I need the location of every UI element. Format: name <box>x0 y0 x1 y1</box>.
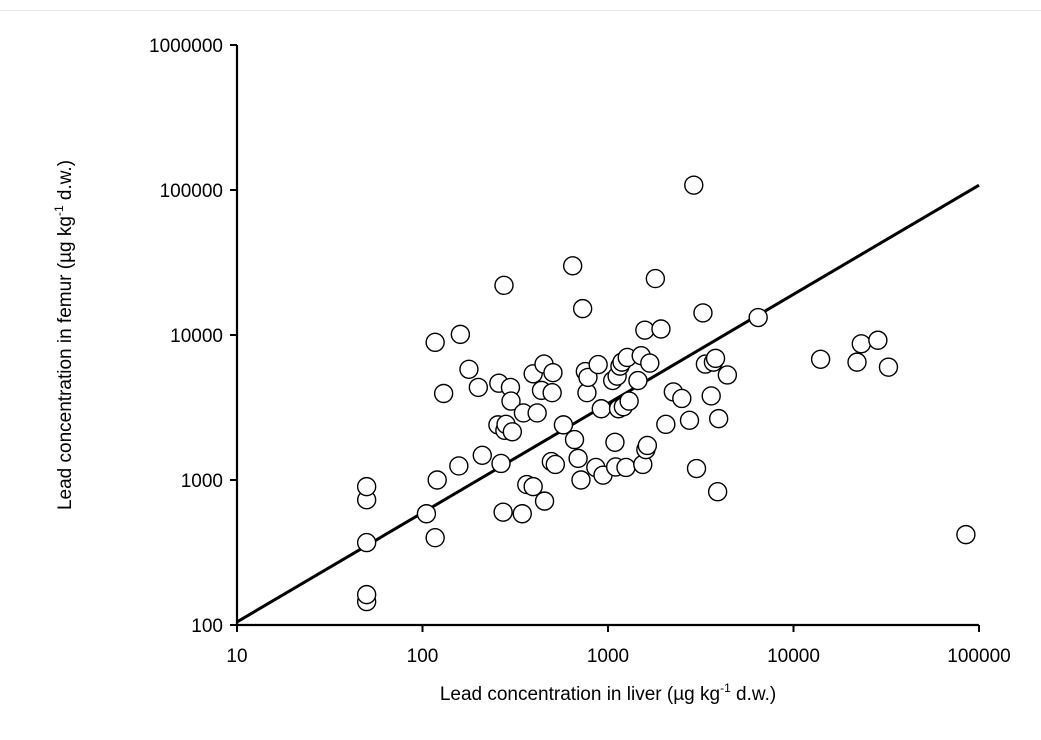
y-tick-label: 100 <box>191 616 223 637</box>
y-tick-label: 100000 <box>160 181 223 202</box>
data-point <box>628 370 648 391</box>
y-tick-label: 1000 <box>181 471 223 492</box>
axes-layer <box>235 45 979 627</box>
data-point <box>810 349 831 369</box>
data-point <box>425 528 445 548</box>
data-point <box>427 470 447 490</box>
data-point <box>693 303 713 323</box>
x-tick-label: 100000 <box>947 646 1010 667</box>
data-point <box>705 348 726 369</box>
x-tick-label: 10 <box>226 646 247 667</box>
data-point <box>701 386 721 406</box>
data-point <box>527 403 547 423</box>
data-point <box>425 332 445 353</box>
data-point <box>450 324 471 345</box>
data-point <box>433 383 454 404</box>
data-point <box>635 320 655 340</box>
y-tick-label: 1000000 <box>149 36 223 57</box>
data-point <box>564 429 585 450</box>
data-point <box>356 476 377 497</box>
data-point <box>956 524 976 545</box>
data-point <box>748 307 768 328</box>
data-point <box>356 584 377 605</box>
y-axis-title: Lead concentration in femur (µg kg-1 d.w… <box>52 160 76 510</box>
data-point <box>416 504 437 524</box>
data-point <box>717 365 738 385</box>
data-point <box>684 175 704 195</box>
points-layer <box>356 175 976 612</box>
data-point <box>562 256 583 276</box>
data-point <box>543 362 563 383</box>
ticks-layer: 10 100 1000 10000 10000010010001000010000010… <box>149 36 1011 667</box>
y-tick-label: 10000 <box>170 326 223 347</box>
data-point <box>640 353 660 373</box>
data-point <box>591 399 611 419</box>
data-point <box>645 268 666 289</box>
data-point <box>542 383 562 403</box>
data-point <box>491 453 511 474</box>
data-point <box>651 319 671 339</box>
data-point <box>449 456 469 476</box>
top-divider-line <box>0 10 1041 11</box>
data-point <box>568 448 588 469</box>
data-point <box>637 435 658 456</box>
data-point <box>356 532 377 553</box>
data-point <box>588 354 608 375</box>
data-point <box>851 334 871 354</box>
data-point <box>472 445 492 466</box>
data-point <box>501 391 521 411</box>
data-point <box>672 388 692 409</box>
x-tick-label: 100 <box>407 646 439 667</box>
data-point <box>534 491 555 511</box>
data-point <box>847 352 867 372</box>
data-point <box>494 275 514 296</box>
data-point <box>878 357 899 377</box>
data-point <box>656 414 676 435</box>
data-point <box>512 504 532 524</box>
data-point <box>468 377 489 398</box>
data-point <box>459 359 479 380</box>
data-point <box>619 391 639 411</box>
data-point <box>578 367 598 388</box>
data-point <box>868 330 888 350</box>
data-point <box>707 482 728 502</box>
x-tick-label: 1000 <box>587 646 629 667</box>
data-point <box>605 432 625 452</box>
data-point <box>616 457 636 478</box>
data-point <box>686 458 707 479</box>
data-point <box>572 298 593 319</box>
data-point <box>493 502 513 522</box>
data-point <box>502 422 523 442</box>
data-point <box>571 470 591 490</box>
data-point <box>553 415 574 435</box>
data-point <box>708 408 729 429</box>
x-axis-title: Lead concentration in liver (µg kg-1 d.w… <box>440 681 776 705</box>
data-point <box>679 410 700 431</box>
data-point <box>545 454 566 475</box>
x-tick-label: 10000 <box>767 646 820 667</box>
data-point <box>523 476 543 497</box>
